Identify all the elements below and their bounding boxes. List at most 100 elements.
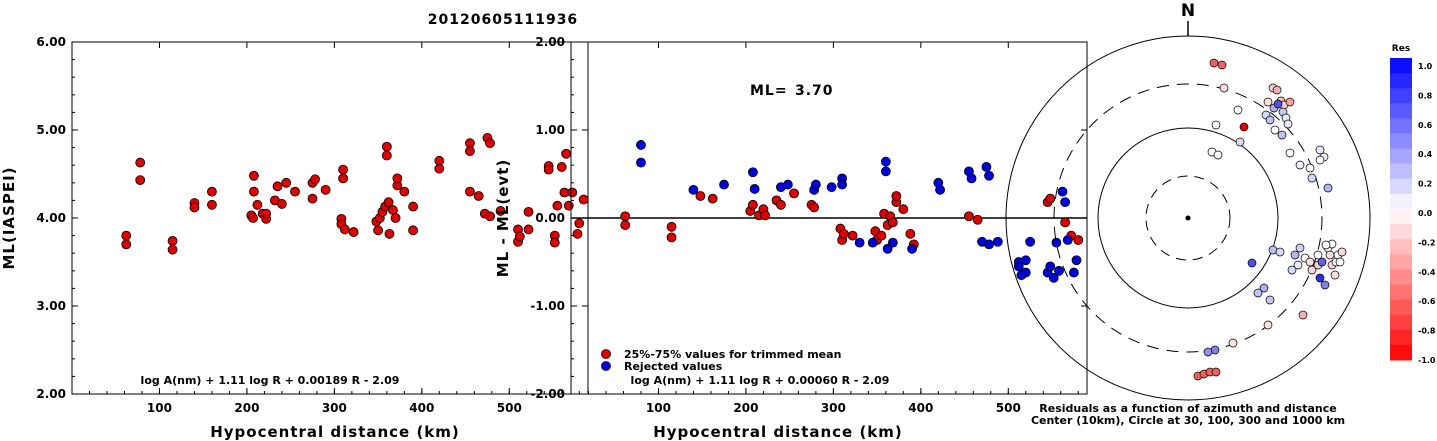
- chart2-point-rejected: [1045, 261, 1056, 272]
- polar-point: [1323, 183, 1333, 193]
- chart2-ytick-label: 0.00: [535, 211, 565, 225]
- chart2-xtick-label: 200: [733, 401, 758, 415]
- polar-point: [1270, 125, 1280, 135]
- colorbar-tick-label: 0.2: [1418, 180, 1432, 189]
- polar-point: [1277, 130, 1287, 140]
- polar-point: [1219, 83, 1229, 93]
- chart1-point: [465, 146, 475, 157]
- chart2-point-rejected: [984, 170, 994, 181]
- chart1-point: [307, 193, 318, 204]
- ml-value: 3.70: [795, 83, 834, 99]
- colorbar-tick-label: -0.6: [1418, 297, 1436, 306]
- colorbar-cell: [1390, 269, 1412, 285]
- chart1-xtick-label: 200: [234, 401, 259, 415]
- polar-point: [1307, 265, 1317, 275]
- chart1-point: [514, 231, 525, 242]
- chart2-xlabel: Hypocentral distance (km): [653, 423, 903, 441]
- chart2-point-rejected: [782, 179, 793, 190]
- polar-point: [1315, 155, 1325, 165]
- polar-point: [1265, 295, 1275, 305]
- chart2-point-rejected: [1013, 261, 1024, 272]
- colorbar-title: Res: [1392, 44, 1410, 54]
- chart1-point: [121, 239, 132, 250]
- chart2-point-rejected: [887, 237, 898, 248]
- polar-point: [1287, 265, 1297, 275]
- residual-colorbar: Res 1.0 0.8 0.6 0.4 0.2 0.0 -0.2 -0.4 -0.6 -0.8 -1…: [1390, 44, 1436, 365]
- chart2-point-trimmed: [838, 228, 849, 239]
- chart2-ticks: -2.00 -1.00 0.00 1.00 2.00 100 200 300 400 500: [530, 35, 1087, 415]
- colorbar-cell: [1390, 73, 1412, 89]
- colorbar-tick-label: -1.0: [1418, 356, 1436, 365]
- chart1-point: [523, 206, 534, 217]
- chart1-point: [167, 244, 178, 255]
- chart1-point: [310, 174, 321, 185]
- chart2-point-trimmed: [760, 210, 771, 221]
- polar-caption-2: Center (10km), Circle at 30, 100, 300 an…: [1031, 414, 1345, 427]
- chart1-point: [384, 228, 395, 239]
- chart1-point: [473, 191, 484, 201]
- chart2-point-trimmed: [972, 214, 983, 225]
- chart2-point-rejected: [636, 140, 646, 150]
- chart2-point-rejected: [810, 179, 821, 190]
- chart1-point: [248, 213, 258, 223]
- chart2-point-rejected: [966, 173, 977, 184]
- chart2-point-trimmed: [1073, 235, 1084, 245]
- chart1-point: [523, 224, 534, 235]
- polar-point: [1217, 60, 1227, 70]
- chart1-points: [121, 133, 589, 255]
- chart1-point: [392, 173, 403, 184]
- chart1-ytick-label: 5.00: [36, 123, 66, 137]
- chart2-point-rejected: [1020, 255, 1031, 266]
- chart1-point: [249, 170, 259, 181]
- chart1-ytick-label: 2.00: [36, 387, 66, 401]
- chart1-point: [252, 199, 263, 210]
- colorbar-cell: [1390, 344, 1412, 361]
- chart2-point-trimmed: [847, 230, 858, 241]
- chart2-point-rejected: [1068, 267, 1079, 278]
- colorbar-tick-label: 0.4: [1418, 150, 1433, 159]
- colorbar-cell: [1390, 299, 1412, 316]
- chart2-point-trimmed: [620, 220, 631, 230]
- colorbar-cell: [1390, 148, 1412, 165]
- chart1-annotation: log A(nm) + 1.11 log R + 0.00189 R - 2.0…: [141, 374, 400, 387]
- chart2-point-rejected: [984, 239, 994, 250]
- chart2-ytick-label: -2.00: [530, 387, 565, 401]
- chart1-xtick-label: 300: [322, 401, 347, 415]
- polar-point: [1228, 338, 1238, 348]
- chart1-point: [572, 228, 583, 239]
- chart1-point: [135, 157, 146, 168]
- chart1-ytick-label: 6.00: [36, 35, 66, 49]
- polar-point: [1275, 247, 1285, 257]
- chart1-point: [167, 235, 178, 246]
- chart1-point: [290, 186, 300, 197]
- chart1-point: [578, 194, 589, 205]
- colorbar-cell: [1390, 254, 1412, 270]
- colorbar-cell: [1390, 163, 1412, 180]
- colorbar-cell: [1390, 193, 1412, 210]
- chart1-ticks: 2.00 3.00 4.00 5.00 6.00 100 200 300 400 500: [36, 35, 588, 415]
- chart2-point-rejected: [1054, 265, 1064, 276]
- polar-point: [1263, 320, 1273, 330]
- chart2-point-trimmed: [1045, 193, 1056, 204]
- colorbar-tick-label: -0.2: [1418, 238, 1436, 247]
- polar-point: [1203, 347, 1213, 357]
- chart2-point-rejected: [837, 179, 848, 190]
- colorbar-cell: [1390, 178, 1412, 195]
- polar-point: [1307, 173, 1317, 183]
- polar-points: [1193, 58, 1347, 381]
- chart1-point: [281, 177, 292, 188]
- chart2-point-rejected: [826, 182, 837, 193]
- polar-point: [1315, 273, 1325, 283]
- colorbar-cells: [1390, 58, 1412, 361]
- chart1-point: [543, 164, 554, 175]
- chart2-xtick-label: 100: [646, 401, 671, 415]
- chart2-point-rejected: [992, 236, 1003, 247]
- polar-point: [1233, 105, 1243, 115]
- legend-red-label: 25%-75% values for trimmed mean: [624, 348, 841, 361]
- chart2-point-rejected: [880, 156, 891, 167]
- chart1-point: [574, 218, 585, 229]
- polar-point: [1298, 310, 1308, 320]
- chart2-xtick-label: 500: [996, 401, 1021, 415]
- polar-point: [1235, 137, 1245, 147]
- chart2-point-rejected: [907, 243, 917, 254]
